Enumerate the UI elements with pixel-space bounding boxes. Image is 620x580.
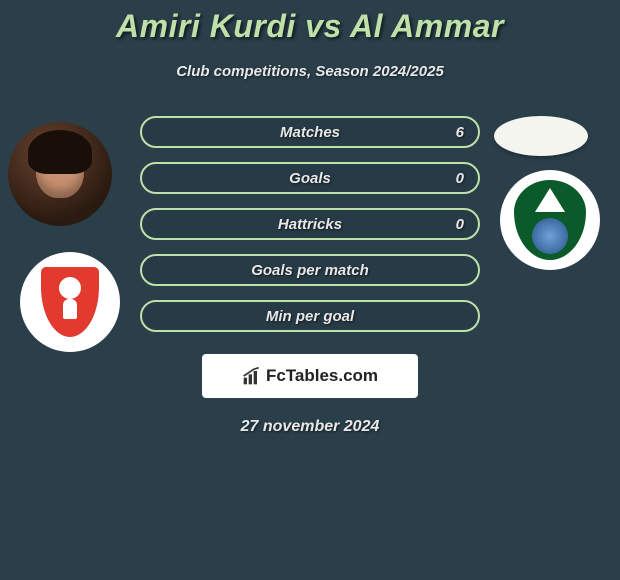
stat-value: 6: [456, 124, 464, 141]
stat-row-matches: Matches 6: [140, 116, 480, 148]
player-left-avatar: [8, 122, 112, 226]
club-right-shield-icon: [514, 180, 586, 260]
stat-row-goals-per-match: Goals per match: [140, 254, 480, 286]
page-title: Amiri Kurdi vs Al Ammar: [0, 8, 620, 45]
stat-value: 0: [456, 170, 464, 187]
subtitle: Club competitions, Season 2024/2025: [0, 63, 620, 80]
stat-label: Goals: [289, 170, 331, 187]
stat-value: 0: [456, 216, 464, 233]
club-right-badge: [500, 170, 600, 270]
stat-label: Goals per match: [251, 262, 369, 279]
stat-label: Hattricks: [278, 216, 342, 233]
stat-label: Min per goal: [266, 308, 354, 325]
chart-icon: [242, 367, 262, 385]
club-left-shield-icon: [38, 264, 102, 340]
logo-text: FcTables.com: [266, 366, 378, 386]
stat-label: Matches: [280, 124, 340, 141]
date-label: 27 november 2024: [0, 418, 620, 436]
stat-row-goals: Goals 0: [140, 162, 480, 194]
source-logo[interactable]: FcTables.com: [202, 354, 418, 398]
club-left-badge: [20, 252, 120, 352]
stat-row-hattricks: Hattricks 0: [140, 208, 480, 240]
stat-row-min-per-goal: Min per goal: [140, 300, 480, 332]
player-right-avatar: [494, 116, 588, 156]
